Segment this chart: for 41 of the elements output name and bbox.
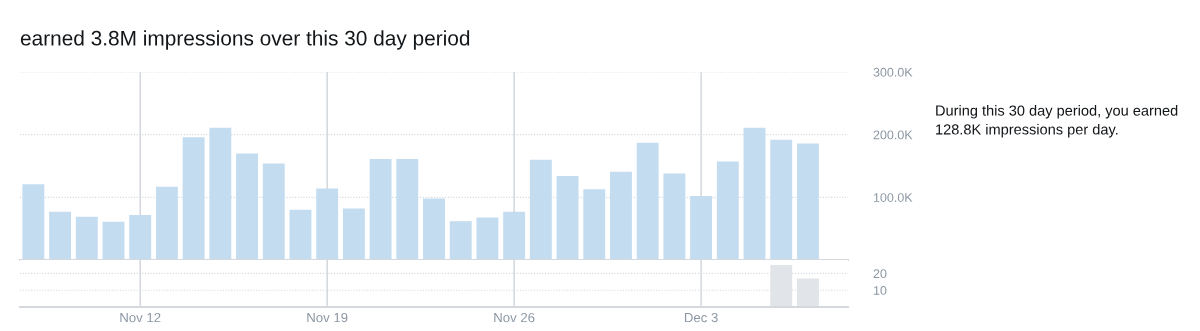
chart-title: earned 3.8M impressions over this 30 day period [20, 30, 470, 50]
bar [49, 211, 72, 260]
y-tick-label: 20 [873, 269, 887, 279]
bar [209, 127, 232, 260]
bar [423, 198, 445, 260]
bar [690, 196, 713, 260]
y-tick-label: 10 [873, 286, 887, 295]
bar [716, 161, 739, 260]
bar [796, 143, 819, 260]
bar [262, 163, 285, 260]
bar [449, 221, 472, 260]
bar [75, 216, 98, 260]
x-tick-label: Nov 26 [494, 312, 535, 323]
bar [396, 159, 419, 260]
bar [236, 153, 258, 260]
y-tick-label: 100.0K [873, 193, 913, 202]
bar [743, 127, 766, 260]
bar [369, 159, 392, 260]
bar [129, 214, 152, 260]
x-tick-label: Dec 3 [684, 312, 718, 323]
bar [476, 217, 499, 260]
bar [316, 188, 339, 260]
bar [556, 176, 579, 260]
bar [636, 142, 659, 260]
bar [503, 211, 526, 260]
text: During this 30 day period, you earned 128.8K impressions per day. [936, 105, 1178, 138]
bar [610, 171, 632, 260]
bar [289, 209, 312, 260]
bar [342, 208, 365, 260]
bar [22, 184, 45, 260]
x-tick-label: Nov 19 [307, 312, 348, 323]
bar [529, 159, 552, 260]
y-tick-label: 200.0K [873, 130, 913, 140]
bar [770, 139, 793, 260]
y-tick-label: 300.0K [873, 67, 913, 77]
x-tick-label: Nov 12 [120, 312, 161, 323]
bar [583, 189, 606, 260]
bar [182, 137, 205, 260]
bar [102, 221, 125, 260]
bar [663, 173, 686, 260]
bar [155, 186, 178, 260]
